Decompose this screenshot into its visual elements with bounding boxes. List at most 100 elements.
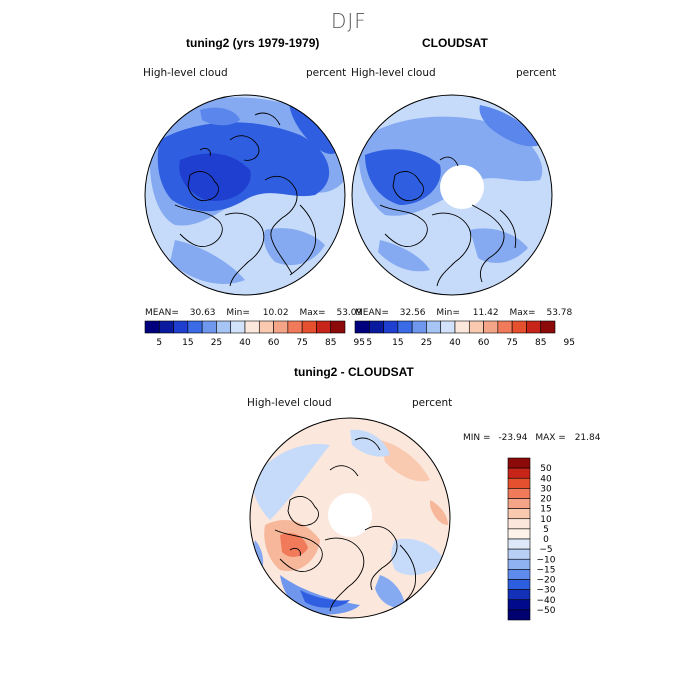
panel2-units-label: percent — [516, 67, 557, 79]
panel1-colorbar-swatch — [158, 320, 174, 334]
panel3-stats: MIN = -23.94 MAX = 21.84 — [463, 433, 600, 443]
panel1-colorbar-tick: 5 — [156, 338, 162, 348]
panel1-colorbar-swatch — [230, 320, 246, 334]
panel1-max-label: Max= — [299, 308, 326, 318]
panel2-stats: MEAN= 32.56 Min= 11.42 Max= 53.78 — [355, 308, 572, 318]
panel1-colorbar-swatch — [330, 320, 346, 334]
panel1-colorbar-tick: 85 — [325, 338, 336, 348]
panel1-colorbar-swatch — [187, 320, 203, 334]
panel1-colorbar-swatch — [216, 320, 232, 334]
panel2-variable-label: High-level cloud — [351, 67, 436, 79]
panel2-colorbar-swatch — [540, 320, 556, 334]
panel2-colorbar-tick: 95 — [564, 338, 575, 348]
panel1-colorbar-tick: 15 — [182, 338, 193, 348]
panel3-title: tuning2 - CLOUDSAT — [294, 365, 414, 379]
panel2-colorbar-swatch — [383, 320, 399, 334]
panel3-colorbar-tick: −5 — [539, 545, 552, 555]
panel2-colorbar-tick: 85 — [535, 338, 546, 348]
panel3-colorbar-swatch — [507, 599, 531, 611]
panel1-title: tuning2 (yrs 1979-1979) — [186, 36, 320, 50]
panel3-colorbar-swatch — [507, 548, 531, 560]
panel2-colorbar-swatch — [483, 320, 499, 334]
panel3-colorbar-tick: 5 — [543, 525, 549, 535]
panel3-colorbar-tick: −50 — [537, 606, 556, 616]
panel1-colorbar-swatch — [273, 320, 289, 334]
panel2-colorbar-swatch — [368, 320, 384, 334]
panel3-colorbar-swatch — [507, 528, 531, 540]
panel1-map-border — [144, 94, 346, 296]
panel3-colorbar-swatch — [507, 477, 531, 489]
panel3-min-label: MIN = — [463, 433, 491, 443]
panel1-mean-value: 30.63 — [189, 308, 216, 318]
panel1-min-label: Min= — [226, 308, 250, 318]
panel2-max-value: 53.78 — [546, 308, 573, 318]
panel2-mean-label: MEAN= — [355, 308, 389, 318]
panel3-colorbar-swatch — [507, 467, 531, 479]
colorbars: 5 15 25 40 60 75 85 95 5 15 25 40 60 75 85 955040302015… — [144, 320, 575, 621]
panel2-map — [352, 95, 552, 295]
panel2-colorbar-swatch — [354, 320, 370, 334]
main-title: DJF — [331, 9, 367, 33]
panel3-min-value: -23.94 — [498, 433, 528, 443]
panel2-colorbar-swatch — [497, 320, 513, 334]
panel3-colorbar-swatch — [507, 457, 531, 469]
panel3-colorbar-tick: 50 — [540, 464, 552, 474]
panel2-map-border — [351, 94, 553, 296]
panel1-colorbar-tick: 95 — [354, 338, 365, 348]
panel1-colorbar-swatch — [173, 320, 189, 334]
panel1-colorbar-tick: 60 — [268, 338, 280, 348]
panel3-colorbar-tick: 30 — [540, 484, 552, 494]
panel1-colorbar-tick: 25 — [211, 338, 222, 348]
panel3-colorbar-tick: 20 — [540, 495, 552, 505]
panel1-colorbar-swatch — [244, 320, 260, 334]
panel2-colorbar-swatch — [468, 320, 484, 334]
panel3-variable-label: High-level cloud — [247, 397, 332, 409]
panel3-colorbar-swatch — [507, 538, 531, 550]
panel3-colorbar-tick: 15 — [540, 505, 551, 515]
panel1-mean-label: MEAN= — [145, 308, 179, 318]
panel3-max-label: MAX = — [535, 433, 566, 443]
panel3-map-border — [249, 417, 451, 619]
panel2-min-value: 11.42 — [472, 308, 499, 318]
panel1-max-value: 53.09 — [336, 308, 363, 318]
panel1-units-label: percent — [306, 67, 347, 79]
panel2-mean-value: 32.56 — [399, 308, 426, 318]
panel3-max-value: 21.84 — [574, 433, 601, 443]
panel2-colorbar-swatch — [526, 320, 542, 334]
panel1-colorbar-tick: 40 — [239, 338, 251, 348]
panel1-variable-label: High-level cloud — [143, 67, 228, 79]
panel2-min-label: Min= — [436, 308, 460, 318]
panel3-colorbar-swatch — [507, 579, 531, 590]
panel2-colorbar-tick: 40 — [449, 338, 461, 348]
panel1-colorbar-swatch — [301, 320, 317, 334]
panel3-colorbar-tick: −20 — [537, 576, 556, 586]
panel3-units-label: percent — [412, 397, 453, 409]
panel1-colorbar-tick: 75 — [296, 338, 307, 348]
panel2-colorbar-tick: 15 — [392, 338, 403, 348]
panel3-colorbar-tick: −40 — [537, 596, 556, 606]
panel3-map — [250, 418, 450, 618]
panel2-colorbar-tick: 5 — [366, 338, 372, 348]
panel3-colorbar-swatch — [507, 488, 531, 499]
panel2-colorbar-swatch — [411, 320, 427, 334]
panel3-colorbar-swatch — [507, 508, 531, 520]
panel3-colorbar-tick: −15 — [537, 565, 556, 575]
panel1-map — [145, 95, 345, 295]
panel1-colorbar-swatch — [201, 320, 217, 334]
panel2-colorbar-tick: 60 — [478, 338, 490, 348]
panel3-colorbar-swatch — [507, 569, 531, 580]
panel2-colorbar-swatch — [426, 320, 442, 334]
panel1-colorbar-swatch — [144, 320, 160, 334]
panel1-min-value: 10.02 — [262, 308, 289, 318]
panel1-colorbar-swatch — [258, 320, 274, 334]
panel1-colorbar-swatch — [287, 320, 303, 334]
panel1-colorbar-swatch — [316, 320, 332, 334]
panel3-colorbar-tick: −30 — [537, 586, 556, 596]
panel2-colorbar-tick: 75 — [506, 338, 517, 348]
panel3-colorbar-swatch — [507, 518, 531, 530]
panel3-colorbar-tick: −10 — [537, 555, 556, 565]
panel1-stats: MEAN= 30.63 Min= 10.02 Max= 53.09 — [145, 308, 362, 318]
panel3-colorbar-swatch — [507, 498, 531, 509]
panel2-colorbar-swatch — [511, 320, 527, 334]
